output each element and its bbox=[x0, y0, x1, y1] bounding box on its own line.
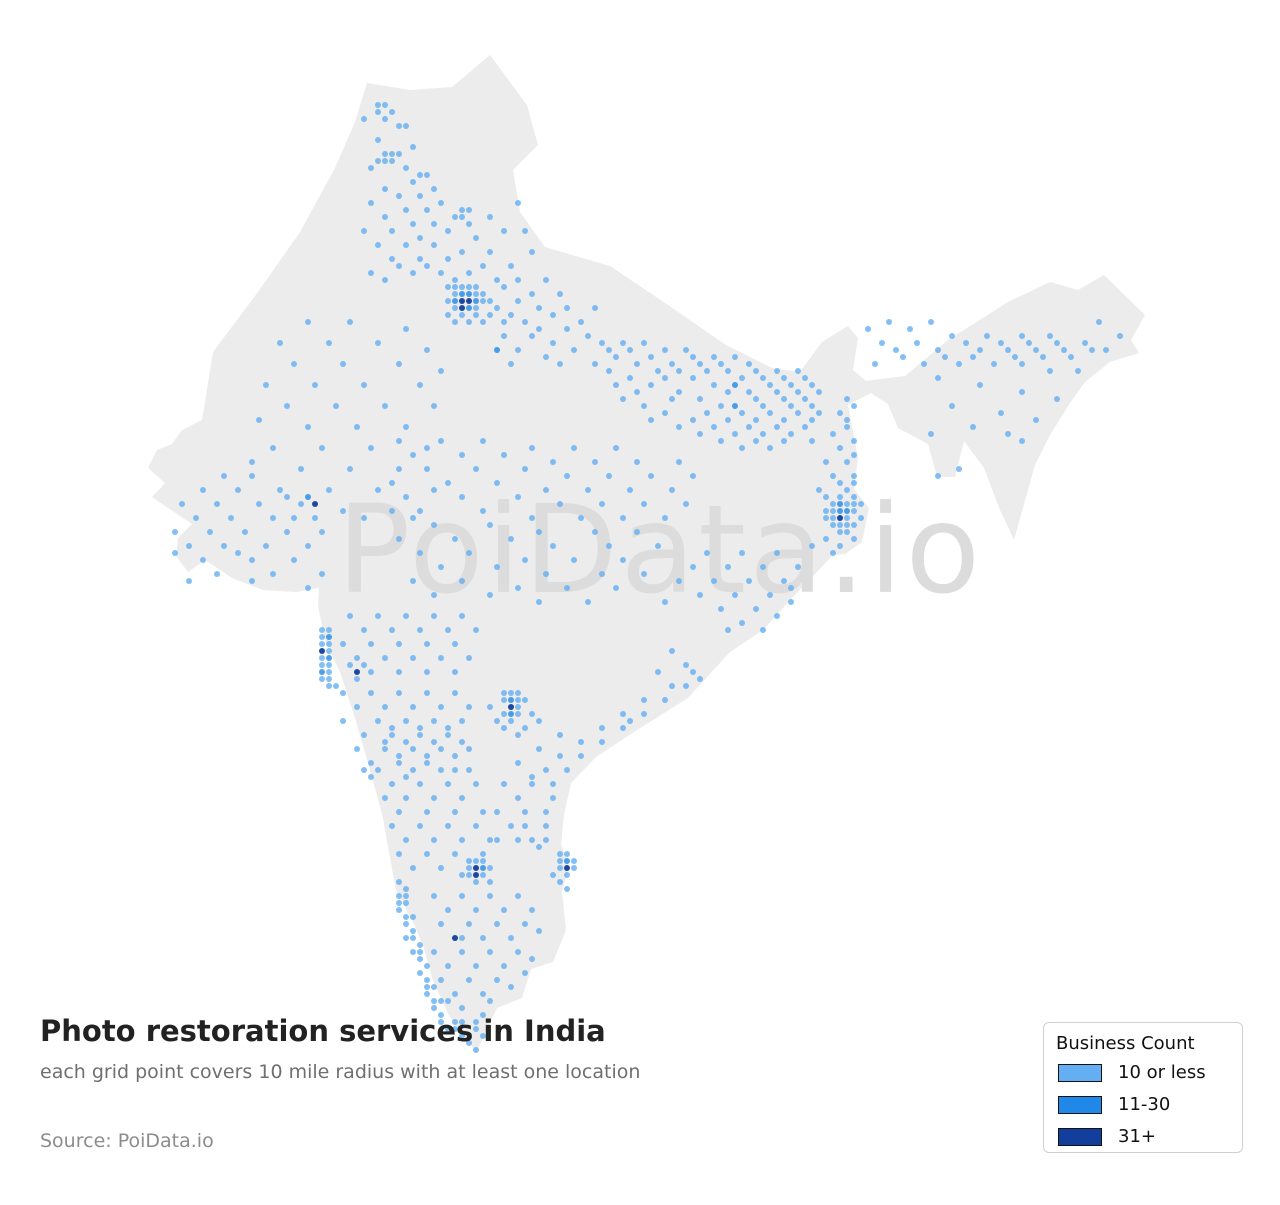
tier1-color-swatch bbox=[1058, 1063, 1102, 1082]
page-title: Photo restoration services in India bbox=[40, 1014, 606, 1048]
legend-row-tier1: 10 or less bbox=[1058, 1062, 1232, 1083]
india-landmass-shape bbox=[148, 55, 1145, 1052]
legend-row-tier2: 11-30 bbox=[1058, 1094, 1232, 1115]
legend-title: Business Count bbox=[1056, 1033, 1195, 1054]
tier1-label: 10 or less bbox=[1118, 1062, 1206, 1083]
tier2-color-swatch bbox=[1058, 1095, 1102, 1114]
tier3-label: 31+ bbox=[1118, 1126, 1156, 1147]
tier2-label: 11-30 bbox=[1118, 1094, 1171, 1115]
tier3-color-swatch bbox=[1058, 1127, 1102, 1146]
location-dots-layer bbox=[172, 102, 1123, 1053]
page-subtitle: each grid point covers 10 mile radius wi… bbox=[40, 1061, 641, 1083]
legend-box: Business Count 10 or less 11-30 31+ bbox=[1043, 1022, 1243, 1153]
source-attribution: Source: PoiData.io bbox=[40, 1130, 214, 1152]
legend-row-tier3: 31+ bbox=[1058, 1126, 1232, 1147]
watermark-text: PoiData.io bbox=[337, 479, 983, 621]
